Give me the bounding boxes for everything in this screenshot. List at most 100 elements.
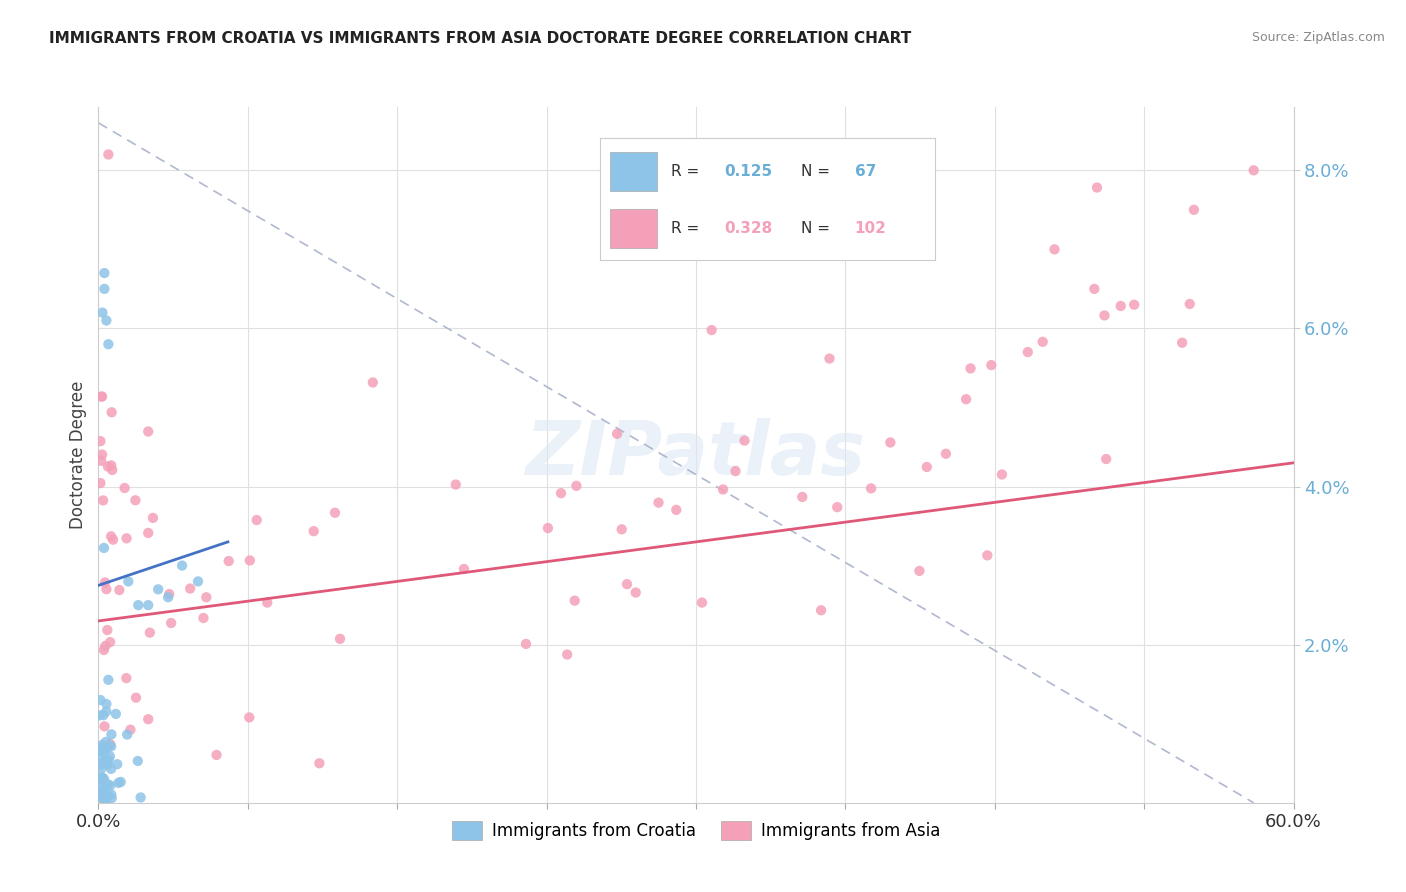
Point <box>90 772 112 787</box>
Point <box>565 479 588 493</box>
Point <box>98 635 121 649</box>
Point <box>1182 202 1205 217</box>
Point <box>139 625 162 640</box>
Point <box>125 690 148 705</box>
Point <box>792 490 814 504</box>
Point <box>94 795 117 809</box>
Point <box>101 533 124 547</box>
Point <box>100 791 122 805</box>
Point <box>90 762 112 776</box>
Point <box>100 762 122 776</box>
Point <box>1171 335 1194 350</box>
Point <box>810 603 832 617</box>
Point <box>142 511 165 525</box>
Point <box>187 574 209 589</box>
Point <box>115 671 138 685</box>
Point <box>564 593 586 607</box>
Point <box>734 434 756 448</box>
Point <box>444 477 467 491</box>
Point <box>606 426 628 441</box>
Point <box>935 447 957 461</box>
Point <box>120 723 142 737</box>
Point <box>105 757 128 772</box>
Point <box>148 582 170 597</box>
Point <box>115 728 138 742</box>
Point <box>1123 298 1146 312</box>
Point <box>91 778 114 792</box>
Point <box>329 632 352 646</box>
Point <box>100 739 122 754</box>
Point <box>908 564 931 578</box>
Point <box>124 493 146 508</box>
Point <box>127 598 149 612</box>
Point <box>91 493 114 508</box>
Point <box>90 454 112 468</box>
Point <box>97 459 120 474</box>
Point <box>308 756 330 771</box>
Point <box>1017 345 1039 359</box>
Point <box>93 772 115 786</box>
Point <box>157 587 180 601</box>
Point <box>724 464 747 478</box>
Point <box>94 639 117 653</box>
Text: IMMIGRANTS FROM CROATIA VS IMMIGRANTS FROM ASIA DOCTORATE DEGREE CORRELATION CHA: IMMIGRANTS FROM CROATIA VS IMMIGRANTS FR… <box>49 31 911 46</box>
Text: ZIPatlas: ZIPatlas <box>526 418 866 491</box>
Point <box>100 405 122 419</box>
Point <box>179 582 201 596</box>
Point <box>980 358 1002 372</box>
Point <box>193 611 215 625</box>
Point <box>94 735 117 749</box>
Point <box>818 351 841 366</box>
Point <box>94 575 117 590</box>
Point <box>172 558 194 573</box>
Point <box>323 506 346 520</box>
Point <box>1085 180 1108 194</box>
Point <box>955 392 977 407</box>
Point <box>91 772 114 786</box>
Point <box>110 775 132 789</box>
Point <box>515 637 537 651</box>
Point <box>136 525 159 540</box>
Point <box>205 747 228 762</box>
Point <box>361 376 384 390</box>
Point <box>1043 243 1066 257</box>
Point <box>879 435 901 450</box>
Y-axis label: Doctorate Degree: Doctorate Degree <box>69 381 87 529</box>
Point <box>93 782 115 797</box>
Point <box>884 227 907 241</box>
Point <box>89 749 111 764</box>
Point <box>136 712 159 726</box>
Point <box>195 591 218 605</box>
Point <box>93 774 115 789</box>
Point <box>453 562 475 576</box>
Point <box>136 425 159 439</box>
Point <box>91 772 114 787</box>
Point <box>89 476 111 491</box>
Point <box>93 708 115 723</box>
Point <box>115 532 138 546</box>
Point <box>97 757 120 772</box>
Point <box>93 794 115 808</box>
Point <box>93 282 115 296</box>
Point <box>97 147 120 161</box>
Point <box>97 788 120 802</box>
Point <box>91 791 114 805</box>
Point <box>98 779 121 793</box>
Point <box>108 582 131 597</box>
Point <box>89 788 111 802</box>
Point <box>1083 282 1105 296</box>
Point <box>97 739 120 754</box>
Point <box>107 776 129 790</box>
Point <box>624 585 647 599</box>
Point <box>90 757 112 772</box>
Point <box>96 697 118 711</box>
Point <box>98 749 121 764</box>
Point <box>96 623 118 637</box>
Point <box>97 673 120 687</box>
Point <box>1095 452 1118 467</box>
Point <box>94 779 117 793</box>
Point <box>129 790 152 805</box>
Point <box>610 522 633 536</box>
Point <box>89 708 111 723</box>
Point <box>94 753 117 767</box>
